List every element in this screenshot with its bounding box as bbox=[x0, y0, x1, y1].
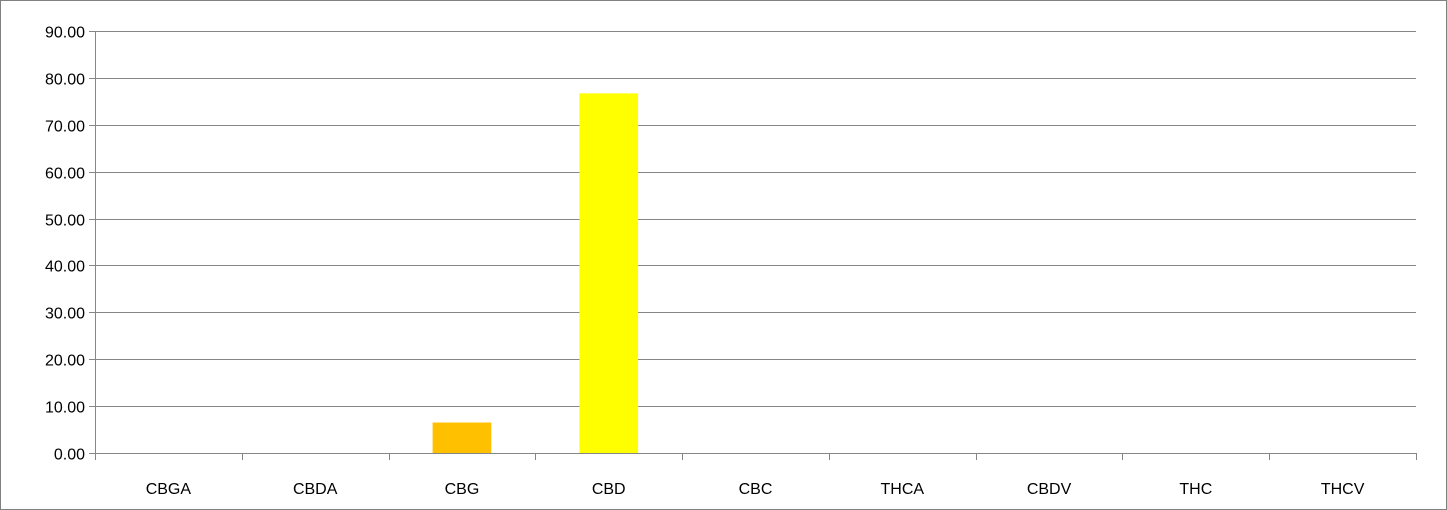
y-tick-label: 60.00 bbox=[45, 166, 85, 183]
y-tick-label: 70.00 bbox=[45, 119, 85, 136]
tick-labels: 0.00 10.00 20.00 30.00 40.00 50.00 60.00 70.00 8… bbox=[45, 25, 1365, 499]
x-tick-label: CBDV bbox=[1027, 481, 1072, 498]
bars bbox=[432, 93, 639, 454]
x-tick-label: CBGA bbox=[146, 481, 192, 498]
y-tick-label: 20.00 bbox=[45, 353, 85, 370]
y-tick-label: 80.00 bbox=[45, 72, 85, 89]
y-tick-label: 50.00 bbox=[45, 213, 85, 230]
x-tick-label: CBG bbox=[445, 481, 480, 498]
x-tick-label: THC bbox=[1179, 481, 1212, 498]
x-tick-label: CBD bbox=[592, 481, 626, 498]
x-tick-label: THCA bbox=[880, 481, 924, 498]
bar-cbd bbox=[579, 93, 639, 454]
axes bbox=[89, 31, 1417, 460]
y-tick-label: 0.00 bbox=[54, 447, 85, 464]
y-tick-label: 10.00 bbox=[45, 400, 85, 417]
y-tick-label: 30.00 bbox=[45, 306, 85, 323]
x-tick-label: CBC bbox=[739, 481, 773, 498]
y-tick-label: 90.00 bbox=[45, 25, 85, 42]
x-tick-label: CBDA bbox=[293, 481, 338, 498]
x-tick-label: THCV bbox=[1321, 481, 1365, 498]
gridlines bbox=[95, 31, 1416, 407]
y-tick-label: 40.00 bbox=[45, 259, 85, 276]
bar-cbg bbox=[432, 422, 492, 453]
